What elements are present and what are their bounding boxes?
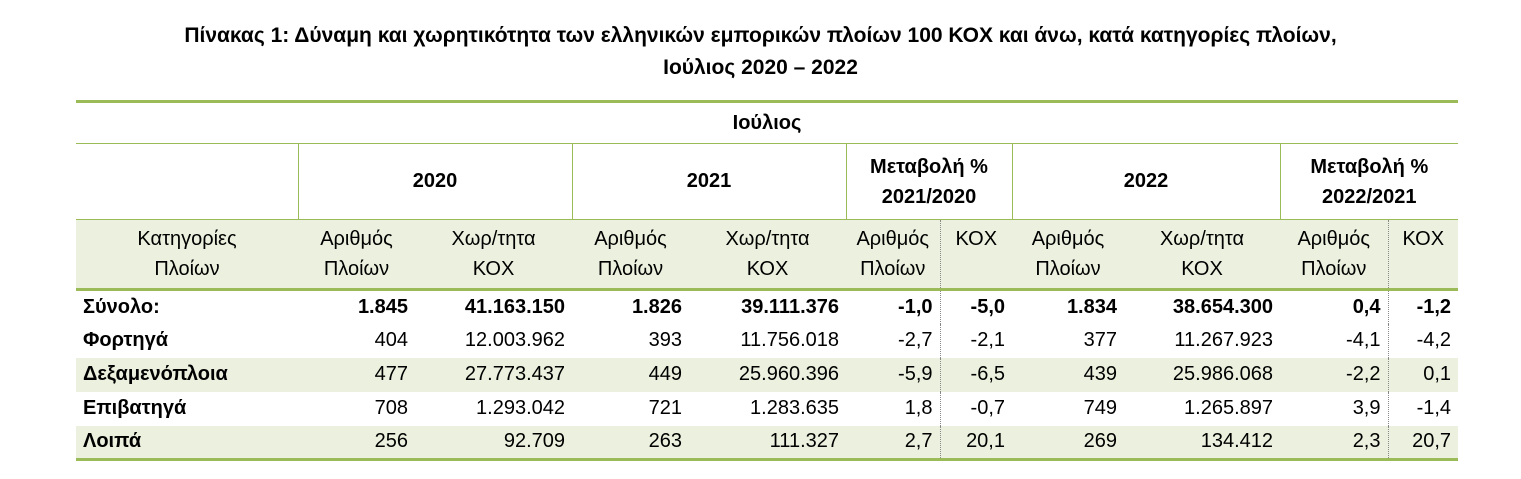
change-header-2022-2021-line1: Μεταβολή % (1310, 155, 1429, 178)
year-header-2022: 2022 (1011, 143, 1280, 220)
table-row: Λοιπά 256 92.709 263 111.327 2,7 20,1 26… (76, 425, 1459, 461)
change-header-2022-2021: Μεταβολή % 2022/2021 (1279, 143, 1459, 220)
table-title-line2: Ιούλιος 2020 – 2022 (663, 56, 858, 79)
table-row-total: Σύνολο: 1.845 41.163.150 1.826 39.111.37… (76, 289, 1459, 324)
year-header-blank (76, 143, 298, 220)
table-title-line1: Πίνακας 1: Δύναμη και χωρητικότητα των ε… (184, 24, 1337, 47)
group-header: Ιούλιος (76, 100, 1459, 144)
row-category: Δεξαμενόπλοια (83, 363, 228, 385)
change-header-2021-2020: Μεταβολή % 2021/2020 (845, 143, 1012, 220)
change-header-2021-2020-line2: 2021/2020 (881, 185, 977, 208)
change2-kox-header: ΚΟΧ (1387, 219, 1459, 291)
change-header-2021-2020-line1: Μεταβολή % (870, 155, 988, 178)
capacity-2022-header: Χωρ/τητα ΚΟΧ (1124, 219, 1280, 291)
row-category: Λοιπά (76, 425, 298, 461)
number-2022-header: Αριθμός Πλοίων (1012, 219, 1124, 291)
number-2021-header: Αριθμός Πλοίων (572, 219, 689, 291)
row-category: Σύνολο: (83, 295, 160, 318)
capacity-2020-header: Χωρ/τητα ΚΟΧ (415, 219, 572, 291)
table-row: Φορτηγά 404 12.003.962 393 11.756.018 -2… (76, 323, 1459, 358)
ship-capacity-table: Ιούλιος 2020 2021 Μεταβολή % 2021/2020 2… (76, 100, 1459, 461)
group-header-row: Ιούλιος (76, 100, 1459, 144)
change1-number-header: Αριθμός Πλοίων (846, 219, 940, 291)
category-header: Κατηγορίες Πλοίων (76, 219, 298, 291)
row-category: Φορτηγά (83, 329, 169, 351)
change-header-2022-2021-line2: 2022/2021 (1322, 185, 1417, 208)
year-header-2020: 2020 (297, 143, 572, 220)
table-row: Επιβατηγά 708 1.293.042 721 1.283.635 1,… (76, 391, 1459, 426)
number-2020-header: Αριθμός Πλοίων (298, 219, 415, 291)
table-row: Δεξαμενόπλοια 477 27.773.437 449 25.960.… (76, 357, 1459, 392)
change1-kox-header: ΚΟΧ (939, 219, 1012, 291)
capacity-2021-header: Χωρ/τητα ΚΟΧ (689, 219, 846, 291)
row-category: Επιβατηγά (83, 397, 187, 419)
table-title: Πίνακας 1: Δύναμη και χωρητικότητα των ε… (0, 20, 1521, 84)
sub-header-row: Κατηγορίες Πλοίων Αριθμός Πλοίων Χωρ/τητ… (76, 219, 1459, 291)
year-header-row: 2020 2021 Μεταβολή % 2021/2020 2022 Μετα… (76, 143, 1459, 220)
year-header-2021: 2021 (571, 143, 846, 220)
change2-number-header: Αριθμός Πλοίων (1280, 219, 1388, 291)
